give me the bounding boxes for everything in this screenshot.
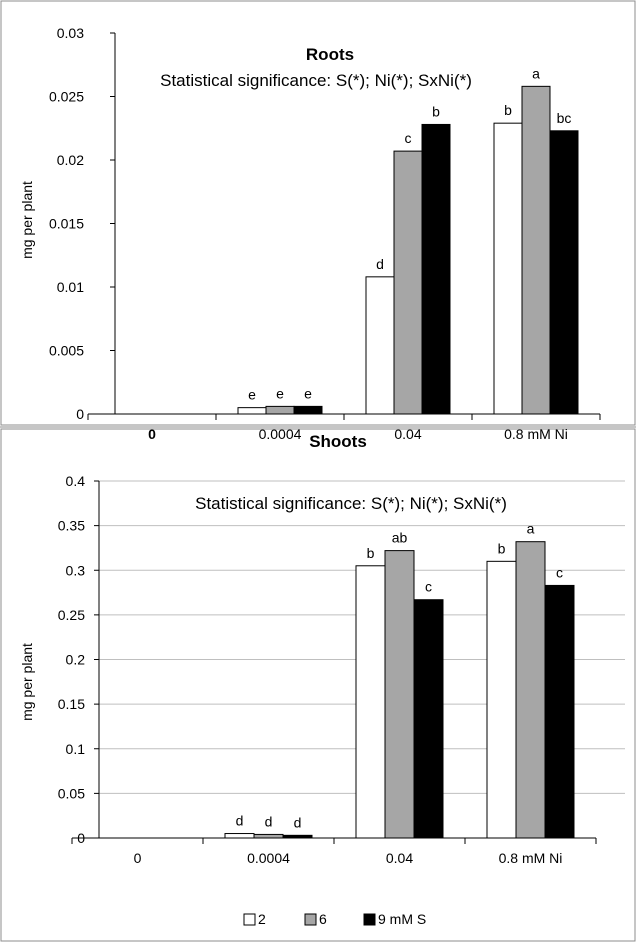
significance-label: ab [392, 530, 408, 546]
significance-label: e [248, 387, 256, 403]
x-category-label: 0 [148, 426, 156, 442]
bar-9-mm-s-0-0004 [293, 405, 323, 415]
x-category-label: 0.8 mM Ni [504, 426, 568, 442]
bar-9-mm-s-0-8-mm-ni [549, 130, 579, 415]
shoots-significance-labels: d d d b ab c b a c [236, 521, 563, 831]
bar-9-mm-s-0-8-mm-ni [544, 584, 575, 839]
shoots-panel-frame [0, 428, 636, 942]
x-category-label: 0.0004 [259, 426, 302, 442]
bar-2-0-0004 [224, 833, 255, 839]
y-tick-label: 0.015 [49, 216, 84, 232]
y-tick-label: 0.005 [49, 343, 84, 359]
legend-swatch-9-mm-s [363, 913, 376, 926]
bar-6-0-8-mm-ni [521, 85, 551, 415]
bar-2-0-0004 [237, 407, 267, 415]
y-tick-label: 0 [76, 406, 84, 422]
significance-label: e [276, 385, 284, 401]
roots-y-ticks: 0 0.005 0.01 0.015 0.02 0.025 0.03 [49, 25, 115, 422]
significance-label: bc [557, 110, 572, 126]
bar-6-0-04 [393, 150, 423, 415]
shoots-y-axis-label: mg per plant [19, 643, 35, 721]
bar-6-0-0004 [253, 833, 284, 839]
legend-label-6: 6 [319, 911, 327, 927]
x-category-label: 0 [134, 850, 142, 866]
shoots-x-categories: 0 0.0004 0.04 0.8 mM Ni [134, 850, 563, 866]
y-tick-label: 0.03 [57, 25, 84, 41]
roots-y-axis-label: mg per plant [19, 181, 35, 259]
y-tick-label: 0.02 [57, 152, 84, 168]
y-tick-label: 0.25 [58, 607, 85, 623]
significance-label: c [556, 564, 563, 580]
legend-label-2: 2 [258, 911, 266, 927]
significance-label: c [425, 579, 432, 595]
bar-9-mm-s-0-04 [413, 599, 444, 839]
roots-panel-frame [0, 0, 636, 426]
y-tick-label: 0.01 [57, 279, 84, 295]
y-tick-label: 0.05 [58, 785, 85, 801]
significance-label: e [304, 385, 312, 401]
y-tick-label: 0.3 [66, 562, 86, 578]
roots-bars [237, 85, 579, 415]
significance-label: d [236, 813, 244, 829]
bar-6-0-0004 [265, 405, 295, 415]
roots-chart: Roots Statistical significance: S(*); Ni… [19, 25, 601, 442]
y-tick-label: 0.2 [66, 652, 86, 668]
y-tick-label: 0.1 [66, 741, 86, 757]
bar-6-0-8-mm-ni [515, 541, 546, 839]
legend-swatch-2 [243, 913, 256, 926]
significance-label: d [294, 814, 302, 830]
shoots-chart: Shoots Statistical significance: S(*); N… [19, 432, 625, 866]
shoots-y-ticks: 0 0.05 0.1 0.15 0.2 0.25 0.3 0.35 0.4 [58, 473, 99, 846]
y-tick-label: 0.35 [58, 518, 85, 534]
shoots-bars [224, 541, 575, 839]
bar-9-mm-s-0-04 [421, 123, 451, 415]
significance-label: d [376, 256, 384, 272]
bar-2-0-04 [365, 276, 395, 415]
roots-x-categories: 0 0.0004 0.04 0.8 mM Ni [148, 426, 568, 442]
y-tick-label: 0.025 [49, 89, 84, 105]
y-tick-label: 0.15 [58, 696, 85, 712]
x-category-label: 0.04 [394, 426, 421, 442]
y-tick-label: 0.4 [66, 473, 86, 489]
shoots-chart-subtitle: Statistical significance: S(*); Ni(*); S… [195, 494, 507, 513]
significance-label: a [527, 521, 535, 537]
significance-label: b [367, 545, 375, 561]
legend: 2 6 9 mM S [243, 911, 426, 927]
bar-6-0-04 [384, 550, 415, 839]
x-category-label: 0.0004 [247, 850, 290, 866]
bar-2-0-04 [355, 565, 386, 839]
y-tick-label: 0 [77, 830, 85, 846]
bar-2-0-8-mm-ni [486, 560, 517, 839]
roots-chart-title: Roots [306, 45, 354, 64]
x-category-label: 0.8 mM Ni [499, 850, 563, 866]
significance-label: b [498, 540, 506, 556]
x-category-label: 0.04 [386, 850, 413, 866]
significance-label: b [432, 103, 440, 119]
roots-significance-labels: e e e d c b b a bc [248, 65, 571, 402]
shoots-chart-title: Shoots [309, 432, 367, 451]
significance-label: b [504, 102, 512, 118]
significance-label: d [265, 813, 273, 829]
significance-label: c [405, 130, 412, 146]
bar-2-0-8-mm-ni [493, 122, 523, 415]
roots-chart-subtitle: Statistical significance: S(*); Ni(*); S… [160, 71, 472, 90]
legend-swatch-6 [304, 913, 317, 926]
legend-label-9-mm-s: 9 mM S [378, 911, 426, 927]
significance-label: a [532, 65, 540, 81]
